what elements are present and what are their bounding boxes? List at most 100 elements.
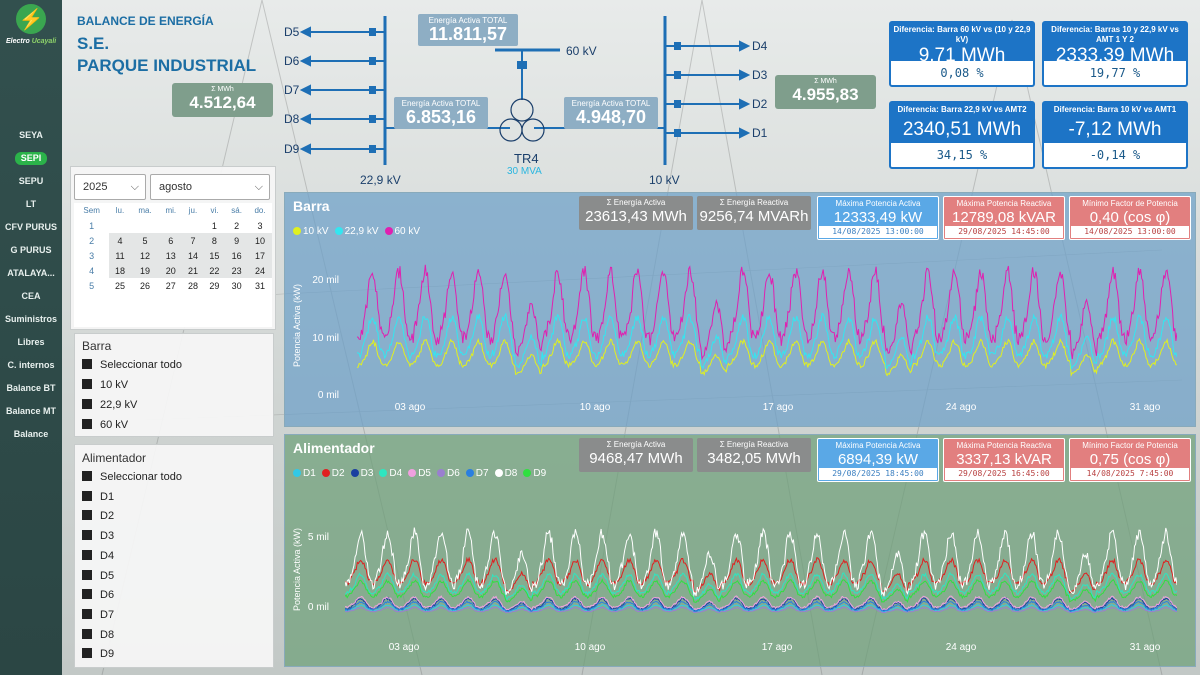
slicer-checkbox[interactable]: D1	[82, 490, 114, 503]
slicer-checkbox[interactable]: 60 kV	[82, 419, 128, 431]
legend-item[interactable]: D8	[494, 468, 517, 479]
slicer-checkbox[interactable]: Seleccionar todo	[82, 471, 182, 483]
legend-item[interactable]: D1	[293, 468, 316, 479]
nav-item[interactable]: LT	[0, 196, 62, 219]
legend-item[interactable]: D5	[408, 468, 431, 479]
legend-item[interactable]: D6	[436, 468, 460, 479]
calendar-day[interactable]: 21	[182, 263, 204, 278]
slicer-checkbox[interactable]: 22,9 kV	[82, 399, 137, 411]
calendar-day[interactable]: 24	[248, 263, 272, 278]
checkbox-icon	[82, 589, 92, 600]
calendar-day[interactable]: 1	[211, 220, 217, 231]
card-date: 14/08/2025 13:00:00	[1071, 226, 1189, 238]
calendar-day[interactable]: 26	[140, 280, 151, 291]
nav-item[interactable]: C. internos	[0, 357, 62, 380]
barra-card-energia-activa: Σ Energía Activa 23613,43 MWh	[579, 196, 693, 230]
nav-item[interactable]: Balance BT	[0, 380, 62, 403]
diff-card-10kv: Diferencia: Barra 10 kV vs AMT1 -7,12 MWh…	[1042, 101, 1188, 169]
nav-item[interactable]: CFV PURUS	[0, 219, 62, 242]
calendar-day[interactable]: 17	[248, 248, 272, 263]
nav-item[interactable]: ATALAYA...	[0, 265, 62, 288]
slicer-checkbox[interactable]: D4	[82, 549, 114, 562]
nav-item[interactable]: SEPU	[0, 173, 62, 196]
nav-item-label: Libres	[17, 337, 45, 347]
calendar-day[interactable]: 22	[203, 263, 226, 278]
page-subtitle: BALANCE DE ENERGÍA	[77, 14, 214, 28]
nav-item-label: Balance	[13, 429, 49, 439]
slicer-checkbox[interactable]: D3	[82, 530, 114, 542]
calendar-day[interactable]: 5	[130, 233, 160, 248]
calendar-day[interactable]: 14	[182, 248, 204, 263]
card-title: Máxima Potencia Activa	[835, 199, 921, 208]
year-select[interactable]: 2025 ⌵	[74, 174, 146, 200]
calendar-day[interactable]: 27	[165, 280, 176, 291]
legend-item[interactable]: D4	[379, 468, 402, 479]
calendar-day	[109, 218, 130, 233]
slicer-checkbox[interactable]: D6	[82, 589, 114, 601]
calendar-day[interactable]: 29	[209, 280, 220, 291]
legend-item[interactable]: D2	[321, 468, 345, 479]
calendar-day[interactable]: 9	[225, 233, 249, 248]
legend-item[interactable]: 60 kV	[384, 226, 420, 237]
barra-card-min-fp: Mínimo Factor de Potencia 0,40 (cos φ) 14/…	[1069, 196, 1191, 240]
alim-legend: D1 D2 D3 D4 D5 D6 D7 D8 D9	[293, 468, 552, 479]
calendar-day[interactable]: 20	[159, 263, 183, 278]
nav-item[interactable]: Suministros	[0, 311, 62, 334]
nav-item[interactable]: Libres	[0, 334, 62, 357]
barra-xtick: 10 ago	[579, 402, 611, 413]
nav-item[interactable]: G PURUS	[0, 242, 62, 265]
kpi-left-title: Σ MWh	[211, 86, 234, 93]
card-value: 9256,74 MVARh	[699, 208, 809, 225]
calendar-day[interactable]: 23	[225, 263, 249, 278]
slicer-checkbox[interactable]: D2	[82, 510, 114, 522]
slicer-checkbox[interactable]: D9	[82, 648, 114, 660]
calendar-day[interactable]: 4	[109, 233, 131, 248]
calendar-day[interactable]: 12	[130, 248, 160, 263]
nav-item[interactable]: Balance	[0, 426, 62, 449]
legend-item[interactable]: 10 kV	[293, 226, 329, 237]
nav-item-label: CFV PURUS	[4, 222, 57, 232]
nav-item[interactable]: SEYA	[0, 127, 62, 150]
calendar-day[interactable]: 19	[130, 263, 160, 278]
alim-xtick: 17 ago	[761, 642, 793, 653]
legend-item[interactable]: 22,9 kV	[334, 226, 379, 237]
bus-label-60kv: 60 kV	[566, 44, 597, 58]
legend-item[interactable]: D9	[523, 468, 546, 479]
calendar-day[interactable]: 7	[182, 233, 204, 248]
calendar-week-number: 3	[89, 250, 95, 261]
nav-item[interactable]: CEA	[0, 288, 62, 311]
checkbox-icon	[82, 608, 92, 619]
calendar-day[interactable]: 30	[231, 280, 242, 291]
slicer-checkbox[interactable]: 10 kV	[82, 379, 128, 391]
calendar-day[interactable]: 3	[257, 220, 263, 231]
title-line-se: S.E.	[77, 34, 110, 53]
card-date: 29/08/2025 14:45:00	[945, 226, 1063, 238]
calendar-day[interactable]: 25	[115, 280, 126, 291]
calendar-day[interactable]: 10	[248, 233, 272, 248]
calendar-day[interactable]: 2	[234, 220, 240, 231]
slicer-checkbox[interactable]: Seleccionar todo	[82, 359, 182, 371]
diff-card-barras: Diferencia: Barras 10 y 22,9 kV vs AMT 1…	[1042, 21, 1188, 87]
slicer-item-label: D2	[100, 510, 115, 523]
diff-title: Diferencia: Barras 10 y 22,9 kV vs AMT 1…	[1051, 25, 1179, 44]
slicer-checkbox[interactable]: D5	[82, 569, 115, 582]
slicer-item-label: D5	[100, 569, 115, 582]
month-select[interactable]: agosto ⌵	[150, 174, 270, 200]
legend-item[interactable]: D3	[350, 468, 373, 479]
calendar-day[interactable]: 31	[255, 280, 266, 291]
card-value: 6894,39 kW	[837, 451, 919, 468]
calendar-day[interactable]: 18	[109, 263, 131, 278]
calendar-day[interactable]: 8	[203, 233, 226, 248]
nav-item[interactable]: SEPI	[0, 150, 62, 173]
slicer-checkbox[interactable]: D7	[82, 608, 114, 621]
calendar-day[interactable]: 28	[187, 280, 198, 291]
nav-item[interactable]: Balance MT	[0, 403, 62, 426]
calendar-day[interactable]: 15	[203, 248, 226, 263]
calendar-day[interactable]: 16	[225, 248, 249, 263]
legend-item[interactable]: D7	[465, 468, 489, 479]
calendar-day[interactable]: 6	[159, 233, 183, 248]
checkbox-icon	[82, 490, 92, 501]
calendar-day[interactable]: 13	[159, 248, 183, 263]
calendar-day[interactable]: 11	[109, 248, 131, 263]
slicer-checkbox[interactable]: D8	[82, 628, 114, 641]
